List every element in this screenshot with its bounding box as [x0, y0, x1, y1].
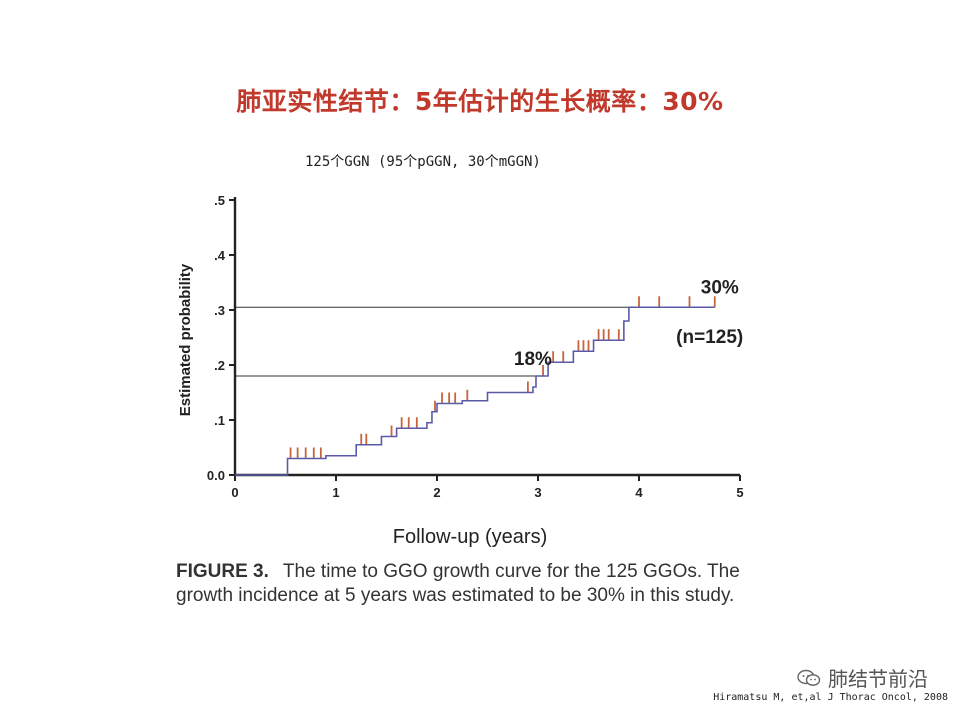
axes: 0 1 2 3 4 5 0.0 .1 .2 .3 .4 .5 [207, 193, 744, 500]
y-tick-label: 0.0 [207, 468, 225, 483]
slide-title: 肺亚实性结节：5年估计的生长概率：30% [236, 87, 724, 116]
figure-label: FIGURE 3. [176, 561, 269, 582]
y-tick-label: .4 [214, 248, 226, 263]
y-tick-label: .1 [214, 413, 225, 428]
x-tick-label: 5 [736, 485, 743, 500]
x-tick-label: 0 [231, 485, 238, 500]
citation: Hiramatsu M, et,al J Thorac Oncol, 2008 [713, 692, 948, 703]
annotation-label: 30% [701, 278, 739, 299]
watermark-text: 肺结节前沿 [828, 667, 928, 691]
annotation-label: (n=125) [676, 327, 743, 348]
wechat-icon [797, 669, 821, 686]
y-axis-label: Estimated probability [177, 263, 194, 416]
y-tick-label: .2 [214, 358, 225, 373]
annotations: 30% (n=125) 18% [514, 278, 743, 371]
watermark: 肺结节前沿 [796, 663, 928, 692]
x-tick-label: 3 [534, 485, 541, 500]
x-tick-label: 4 [635, 485, 643, 500]
kaplan-meier-chart: 0 1 2 3 4 5 0.0 .1 .2 .3 .4 .5 30% (n=125) 18% Follow… [177, 193, 744, 548]
x-tick-label: 2 [433, 485, 440, 500]
reference-lines [235, 306, 629, 377]
figure-caption-text: The time to GGO growth curve for the 125… [176, 561, 740, 606]
y-tick-label: .5 [214, 193, 225, 208]
slide-subtitle: 125个GGN (95个pGGN, 30个mGGN) [305, 154, 541, 170]
annotation-label: 18% [514, 349, 552, 370]
y-tick-label: .3 [214, 303, 225, 318]
growth-curve [235, 306, 715, 476]
x-tick-label: 1 [332, 485, 339, 500]
x-axis-label: Follow-up (years) [393, 526, 547, 548]
censor-marks [289, 296, 716, 459]
figure-caption: FIGURE 3. The time to GGO growth curve fo… [176, 560, 756, 608]
